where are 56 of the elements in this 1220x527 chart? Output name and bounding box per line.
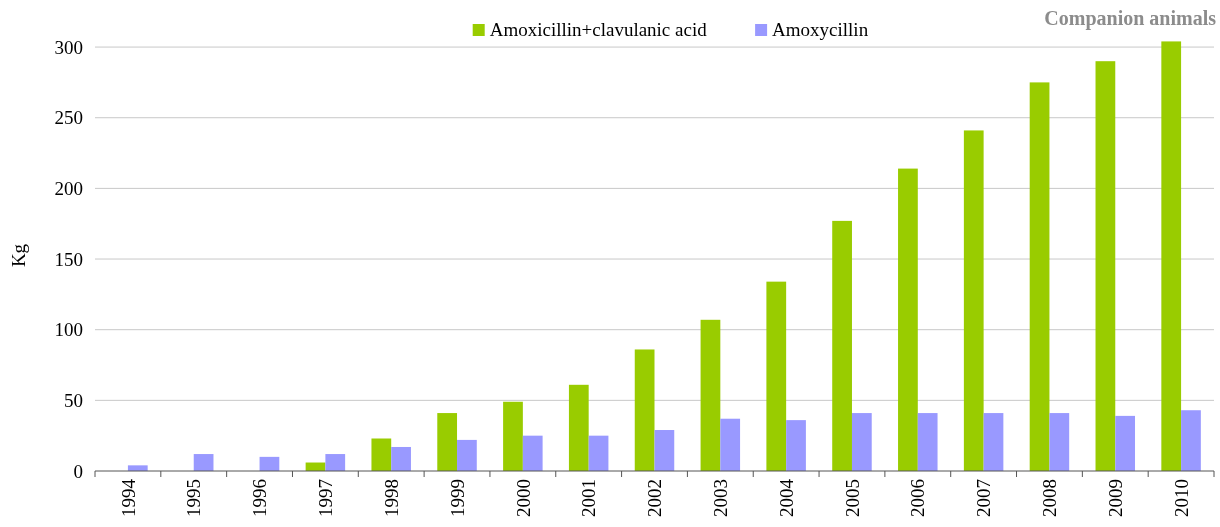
bar bbox=[1049, 413, 1070, 471]
bar bbox=[1181, 410, 1201, 471]
bar bbox=[568, 384, 589, 471]
bar bbox=[1029, 82, 1050, 471]
x-tick-label: 2003 bbox=[709, 479, 731, 517]
bar bbox=[654, 430, 675, 471]
x-tick-label: 2004 bbox=[775, 478, 797, 517]
x-tick-label: 1999 bbox=[446, 479, 468, 517]
bar bbox=[963, 130, 984, 471]
x-tick-label: 2002 bbox=[644, 479, 666, 517]
y-axis-title: Kg bbox=[8, 243, 29, 268]
x-tick-label: 2006 bbox=[907, 479, 929, 517]
bar bbox=[1161, 41, 1182, 471]
x-tick-label: 2000 bbox=[512, 479, 534, 517]
x-tick-label: 2009 bbox=[1104, 479, 1126, 517]
bar bbox=[983, 413, 1004, 471]
bar bbox=[193, 454, 214, 471]
bar bbox=[634, 349, 655, 471]
y-tick-label: 100 bbox=[54, 319, 83, 341]
bar bbox=[898, 168, 918, 471]
bar bbox=[391, 446, 411, 471]
bar bbox=[766, 281, 787, 471]
y-tick-label: 0 bbox=[73, 460, 83, 482]
x-tick-label: 1995 bbox=[183, 479, 205, 517]
bar bbox=[786, 420, 806, 471]
bar bbox=[503, 401, 523, 471]
bar bbox=[522, 435, 543, 471]
bar bbox=[851, 413, 872, 471]
y-tick-label: 50 bbox=[64, 389, 83, 411]
legend-label: Amoxicillin+clavulanic acid bbox=[489, 19, 708, 40]
y-tick-label: 200 bbox=[54, 178, 83, 200]
y-tick-label: 150 bbox=[54, 248, 83, 270]
y-tick-label: 250 bbox=[54, 107, 83, 129]
x-tick-label: 2001 bbox=[578, 479, 600, 517]
legend-label: Amoxycillin bbox=[772, 19, 869, 40]
bar bbox=[832, 220, 852, 471]
bar bbox=[437, 413, 458, 471]
x-tick-label: 2005 bbox=[841, 479, 863, 517]
x-tick-label: 1998 bbox=[380, 479, 402, 517]
bar bbox=[457, 439, 477, 471]
x-tick-label: 1997 bbox=[315, 479, 337, 517]
chart-title: Companion animals bbox=[1044, 7, 1217, 30]
y-tick-label: 300 bbox=[54, 36, 83, 58]
bar bbox=[1115, 415, 1136, 471]
bar bbox=[325, 454, 346, 471]
bar bbox=[371, 438, 392, 471]
bar bbox=[1095, 61, 1116, 471]
x-tick-label: 1996 bbox=[249, 479, 271, 517]
x-tick-label: 2010 bbox=[1170, 479, 1192, 517]
bar bbox=[917, 413, 938, 471]
bar bbox=[720, 418, 741, 471]
x-tick-label: 1994 bbox=[117, 478, 139, 517]
x-tick-label: 2008 bbox=[1039, 479, 1061, 517]
x-tick-label: 2007 bbox=[973, 479, 995, 517]
bar bbox=[588, 435, 609, 471]
bar bbox=[700, 319, 721, 471]
